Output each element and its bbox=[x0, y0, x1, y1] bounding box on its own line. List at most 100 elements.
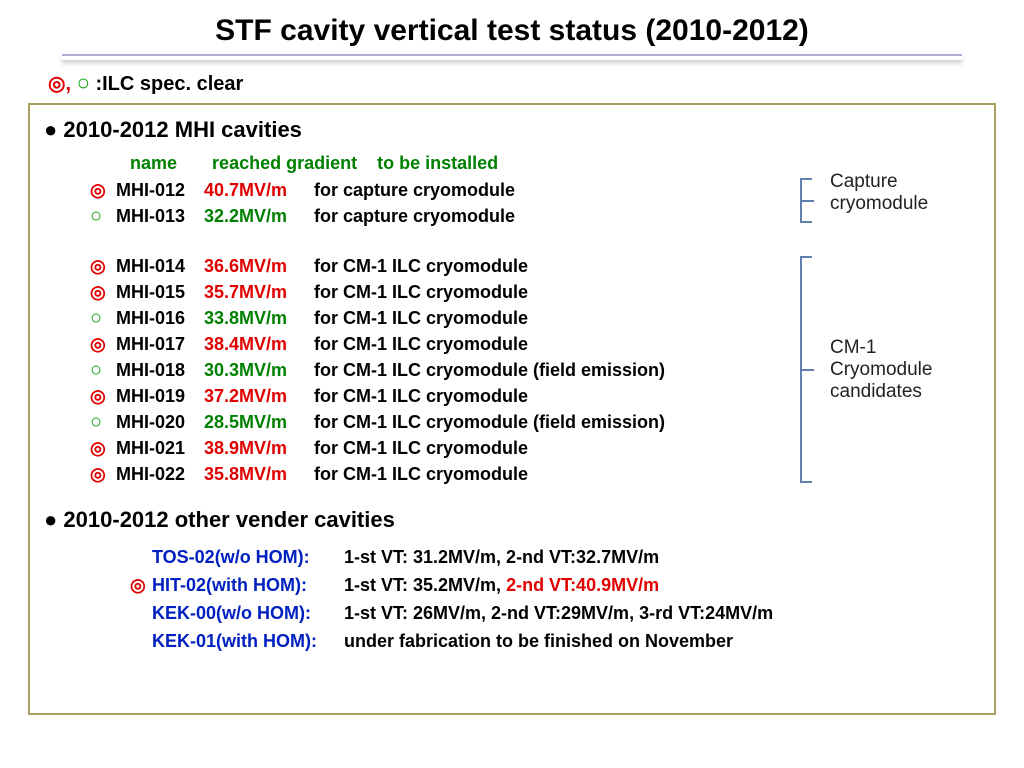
vendor-row: ◎HIT-02(with HOM):1-st VT: 35.2MV/m, 2-n… bbox=[130, 571, 773, 599]
cavity-destination: for CM-1 ILC cryomodule (field emission) bbox=[314, 412, 665, 432]
double-circle-icon: ◎ bbox=[90, 435, 116, 461]
single-circle-icon: ○ bbox=[90, 203, 116, 229]
double-circle-icon: ◎ bbox=[48, 73, 65, 95]
cavity-gradient: 33.8MV/m bbox=[204, 305, 314, 331]
cavity-name: MHI-020 bbox=[116, 409, 204, 435]
vendor-name: HIT-02(with HOM): bbox=[152, 571, 344, 599]
double-circle-icon: ◎ bbox=[90, 177, 116, 203]
vendor-result: 1-st VT: 26MV/m, 2-nd VT:29MV/m, 3-rd VT… bbox=[344, 603, 773, 623]
legend-comma: , bbox=[65, 73, 71, 95]
title-underline bbox=[62, 54, 962, 61]
spacer bbox=[130, 599, 152, 627]
vendor-row: KEK-01(with HOM):under fabrication to be… bbox=[130, 627, 773, 655]
cavity-name: MHI-021 bbox=[116, 435, 204, 461]
single-circle-icon: ○ bbox=[90, 409, 116, 435]
cavity-gradient: 38.4MV/m bbox=[204, 331, 314, 357]
vendor-row: TOS-02(w/o HOM):1-st VT: 31.2MV/m, 2-nd … bbox=[130, 543, 773, 571]
cavity-destination: for CM-1 ILC cryomodule bbox=[314, 438, 528, 458]
cavity-destination: for CM-1 ILC cryomodule bbox=[314, 464, 528, 484]
double-circle-icon: ◎ bbox=[130, 571, 152, 599]
double-circle-icon: ◎ bbox=[90, 253, 116, 279]
spacer bbox=[130, 627, 152, 655]
cavity-gradient: 36.6MV/m bbox=[204, 253, 314, 279]
cavity-name: MHI-013 bbox=[116, 203, 204, 229]
cavity-row: ◎MHI-02235.8MV/mfor CM-1 ILC cryomodule bbox=[90, 461, 665, 487]
cavity-destination: for CM-1 ILC cryomodule bbox=[314, 282, 528, 302]
double-circle-icon: ◎ bbox=[90, 461, 116, 487]
double-circle-icon: ◎ bbox=[90, 383, 116, 409]
spacer bbox=[130, 543, 152, 571]
cavity-gradient: 37.2MV/m bbox=[204, 383, 314, 409]
cavity-gradient: 28.5MV/m bbox=[204, 409, 314, 435]
single-circle-icon: ○ bbox=[90, 357, 116, 383]
vendor-name: TOS-02(w/o HOM): bbox=[152, 543, 344, 571]
content-box: ● 2010-2012 MHI cavities name reached gr… bbox=[28, 103, 996, 715]
vendor-highlight: 2-nd VT:40.9MV/m bbox=[506, 575, 659, 595]
cavity-row: ◎MHI-02138.9MV/mfor CM-1 ILC cryomodule bbox=[90, 435, 665, 461]
annotation-capture: Capture cryomodule bbox=[830, 171, 928, 215]
single-circle-icon: ○ bbox=[77, 70, 90, 95]
bullet-icon: ● bbox=[44, 117, 57, 142]
cavity-destination: for capture cryomodule bbox=[314, 206, 515, 226]
vendor-result: 1-st VT: 35.2MV/m, bbox=[344, 575, 506, 595]
cavity-gradient: 35.8MV/m bbox=[204, 461, 314, 487]
cavity-group-cm1: ◎MHI-01436.6MV/mfor CM-1 ILC cryomodule◎… bbox=[90, 253, 665, 487]
annotation-cm1-line2: Cryomodule bbox=[830, 359, 932, 381]
vendor-result: 1-st VT: 31.2MV/m, 2-nd VT:32.7MV/m bbox=[344, 547, 659, 567]
cavity-group-capture: ◎MHI-01240.7MV/mfor capture cryomodule○M… bbox=[90, 177, 515, 229]
cavity-gradient: 40.7MV/m bbox=[204, 177, 314, 203]
vendor-result: under fabrication to be finished on Nove… bbox=[344, 631, 733, 651]
cavity-name: MHI-018 bbox=[116, 357, 204, 383]
cavity-name: MHI-017 bbox=[116, 331, 204, 357]
cavity-gradient: 38.9MV/m bbox=[204, 435, 314, 461]
bracket-cm1 bbox=[800, 256, 802, 483]
cavity-name: MHI-015 bbox=[116, 279, 204, 305]
annotation-capture-line1: Capture bbox=[830, 171, 928, 193]
annotation-cm1-line1: CM-1 bbox=[830, 337, 932, 359]
vendor-row: KEK-00(w/o HOM):1-st VT: 26MV/m, 2-nd VT… bbox=[130, 599, 773, 627]
section-2-head: ● 2010-2012 other vender cavities bbox=[44, 507, 395, 533]
cavity-row: ◎MHI-01240.7MV/mfor capture cryomodule bbox=[90, 177, 515, 203]
bracket-capture bbox=[800, 178, 802, 223]
cavity-name: MHI-012 bbox=[116, 177, 204, 203]
cavity-name: MHI-022 bbox=[116, 461, 204, 487]
legend: ◎, ○ :ILC spec. clear bbox=[48, 70, 243, 96]
cavity-gradient: 32.2MV/m bbox=[204, 203, 314, 229]
cavity-name: MHI-016 bbox=[116, 305, 204, 331]
slide: STF cavity vertical test status (2010-20… bbox=[0, 0, 1024, 768]
cavity-destination: for CM-1 ILC cryomodule bbox=[314, 386, 528, 406]
cavity-destination: for capture cryomodule bbox=[314, 180, 515, 200]
cavity-row: ○MHI-01332.2MV/mfor capture cryomodule bbox=[90, 203, 515, 229]
cavity-name: MHI-019 bbox=[116, 383, 204, 409]
bullet-icon: ● bbox=[44, 507, 57, 532]
section-2-text: 2010-2012 other vender cavities bbox=[63, 507, 394, 532]
cavity-gradient: 30.3MV/m bbox=[204, 357, 314, 383]
cavity-destination: for CM-1 ILC cryomodule bbox=[314, 308, 528, 328]
cavity-name: MHI-014 bbox=[116, 253, 204, 279]
vendor-list: TOS-02(w/o HOM):1-st VT: 31.2MV/m, 2-nd … bbox=[130, 543, 773, 655]
section-1-head: ● 2010-2012 MHI cavities bbox=[44, 117, 302, 143]
double-circle-icon: ◎ bbox=[90, 279, 116, 305]
cavity-destination: for CM-1 ILC cryomodule bbox=[314, 256, 528, 276]
cavity-row: ○MHI-01830.3MV/mfor CM-1 ILC cryomodule … bbox=[90, 357, 665, 383]
page-title: STF cavity vertical test status (2010-20… bbox=[0, 0, 1024, 48]
vendor-name: KEK-00(w/o HOM): bbox=[152, 599, 344, 627]
annotation-cm1-line3: candidates bbox=[830, 381, 932, 403]
legend-text: :ILC spec. clear bbox=[95, 73, 243, 95]
cavity-row: ◎MHI-01738.4MV/mfor CM-1 ILC cryomodule bbox=[90, 331, 665, 357]
col-grad: reached gradient bbox=[212, 153, 357, 173]
single-circle-icon: ○ bbox=[90, 305, 116, 331]
cavity-row: ◎MHI-01436.6MV/mfor CM-1 ILC cryomodule bbox=[90, 253, 665, 279]
vendor-name: KEK-01(with HOM): bbox=[152, 627, 344, 655]
annotation-cm1: CM-1 Cryomodule candidates bbox=[830, 337, 932, 403]
col-dest: to be installed bbox=[377, 153, 498, 173]
cavity-row: ◎MHI-01937.2MV/mfor CM-1 ILC cryomodule bbox=[90, 383, 665, 409]
double-circle-icon: ◎ bbox=[90, 331, 116, 357]
cavity-gradient: 35.7MV/m bbox=[204, 279, 314, 305]
cavity-destination: for CM-1 ILC cryomodule (field emission) bbox=[314, 360, 665, 380]
column-headers: name reached gradient to be installed bbox=[130, 153, 498, 174]
section-1-text: 2010-2012 MHI cavities bbox=[63, 117, 302, 142]
col-name: name bbox=[130, 153, 177, 173]
cavity-destination: for CM-1 ILC cryomodule bbox=[314, 334, 528, 354]
cavity-row: ○MHI-01633.8MV/mfor CM-1 ILC cryomodule bbox=[90, 305, 665, 331]
